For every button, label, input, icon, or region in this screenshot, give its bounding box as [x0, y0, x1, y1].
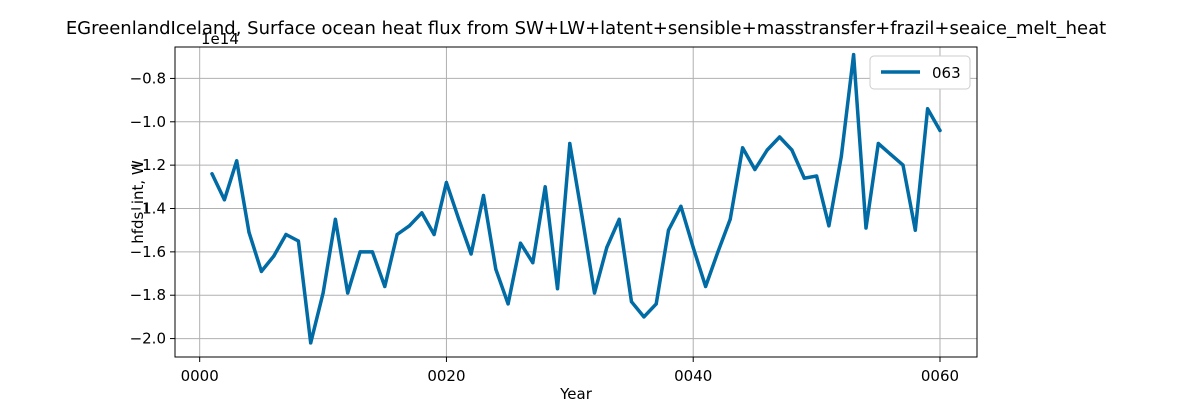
data-point	[469, 252, 473, 256]
data-point	[420, 211, 424, 215]
data-point	[259, 269, 263, 273]
data-point	[210, 172, 214, 176]
legend-label: 063	[932, 64, 961, 82]
y-tick-label: −1.8	[130, 286, 166, 304]
legend: 063	[869, 55, 971, 90]
y-offset-label: 1e14	[201, 30, 239, 48]
data-point	[235, 159, 239, 163]
data-point	[778, 135, 782, 139]
y-axis-label: hfds_int, W	[129, 160, 148, 244]
x-tick-label: 0020	[427, 367, 465, 385]
data-point	[852, 53, 856, 57]
x-tick-label: 0040	[674, 367, 712, 385]
data-point	[531, 261, 535, 265]
data-point	[654, 302, 658, 306]
plot-frame	[174, 46, 978, 358]
data-point	[333, 217, 337, 221]
y-tick-label: −1.2	[130, 156, 166, 174]
plot-area	[210, 52, 942, 345]
data-point	[481, 193, 486, 198]
data-point	[827, 224, 831, 228]
data-point	[383, 284, 387, 289]
data-point	[815, 174, 819, 178]
data-point	[580, 215, 584, 219]
data-point	[321, 291, 325, 295]
data-point	[938, 128, 942, 133]
data-point	[704, 284, 708, 289]
data-point	[716, 250, 720, 254]
data-point	[790, 148, 794, 152]
data-point	[691, 245, 695, 250]
data-point	[889, 152, 893, 156]
series-line-063	[210, 52, 942, 345]
data-point	[432, 232, 436, 237]
x-axis: 0000 0020 0040 0060	[181, 357, 959, 385]
data-point	[555, 287, 560, 291]
data-point	[592, 291, 597, 295]
data-point	[272, 254, 276, 258]
data-point	[309, 341, 313, 345]
grid	[175, 47, 977, 357]
y-tick-label: −1.0	[130, 113, 166, 131]
data-point	[741, 146, 745, 150]
y-tick-label: −0.8	[130, 69, 166, 87]
data-point	[605, 245, 609, 250]
x-axis-label: Year	[559, 385, 593, 403]
y-axis: −2.0 −1.8 −1.6 −1.4 −1.2 −1.0 −0.8	[130, 69, 175, 348]
y-tick-label: −2.0	[130, 330, 166, 348]
data-point	[568, 141, 572, 146]
y-tick-label: −1.6	[130, 243, 166, 261]
data-point	[506, 302, 510, 306]
data-point	[926, 107, 930, 111]
data-point	[457, 217, 461, 221]
data-point	[296, 239, 300, 243]
data-point	[753, 167, 757, 172]
data-point	[222, 198, 226, 202]
data-point	[901, 163, 905, 167]
data-point	[864, 226, 868, 230]
chart-title: EGreenlandIceland, Surface ocean heat fl…	[66, 18, 1106, 39]
data-point	[802, 176, 806, 180]
data-point	[444, 180, 448, 185]
data-point	[839, 154, 843, 159]
data-point	[728, 217, 732, 221]
data-point	[765, 148, 769, 152]
data-point	[642, 315, 646, 319]
data-point	[407, 224, 411, 228]
data-point	[679, 204, 683, 208]
data-point	[494, 267, 498, 271]
data-point	[395, 232, 399, 237]
data-point	[518, 241, 523, 245]
data-point	[284, 232, 288, 237]
x-tick-label: 0000	[181, 367, 219, 385]
data-point	[913, 228, 917, 232]
y-tick-label: −1.4	[130, 200, 166, 218]
data-point	[346, 291, 350, 295]
data-point	[358, 250, 362, 254]
data-point	[666, 228, 671, 232]
data-point	[617, 217, 621, 221]
data-point	[247, 230, 251, 234]
data-point	[629, 300, 634, 304]
data-point	[876, 141, 880, 146]
x-tick-label: 0060	[921, 367, 959, 385]
data-point	[370, 250, 374, 254]
data-point	[543, 185, 547, 189]
